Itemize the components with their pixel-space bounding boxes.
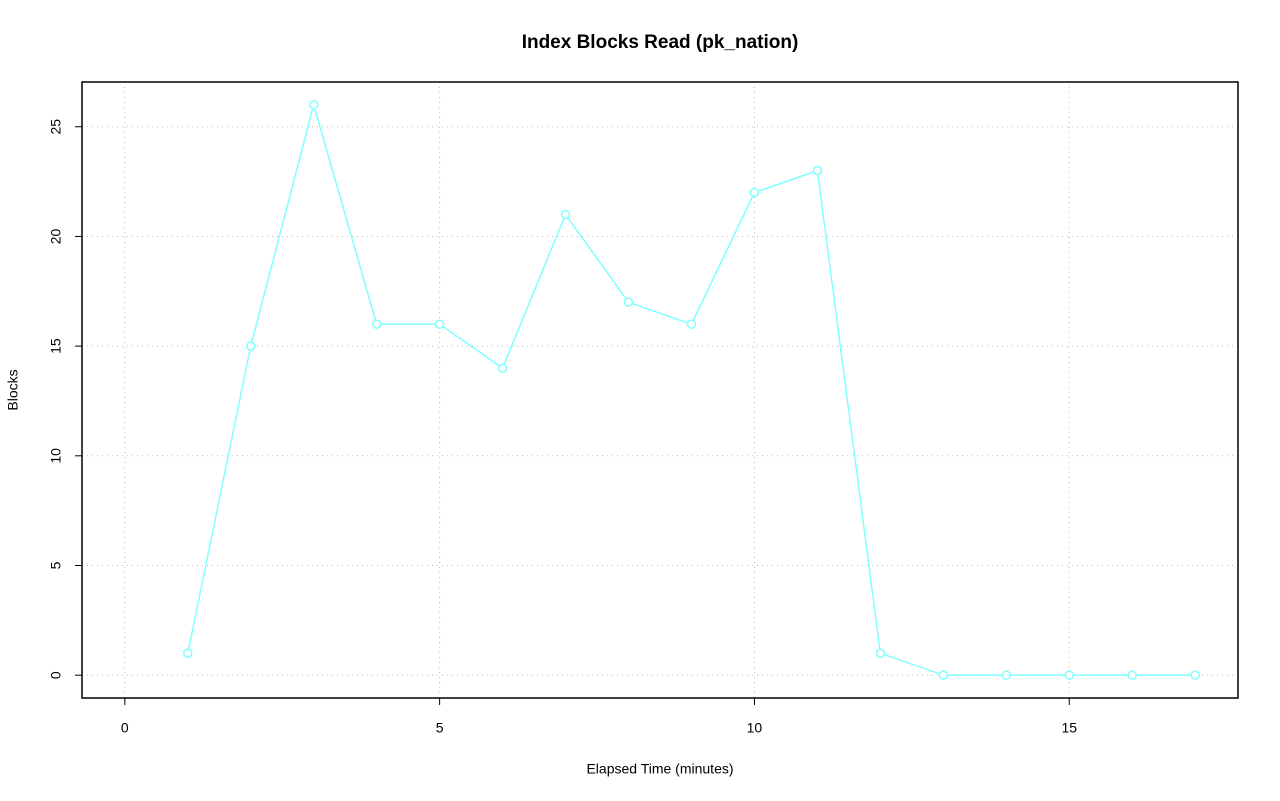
data-point: [560, 209, 571, 220]
data-point: [308, 100, 319, 110]
data-point: [371, 319, 382, 329]
y-tick-label: 5: [48, 561, 64, 569]
x-tick-label: 5: [436, 720, 444, 736]
x-tick-label: 10: [747, 720, 763, 736]
data-point: [497, 363, 508, 373]
data-point: [749, 187, 760, 198]
plot-frame: [81, 81, 1239, 699]
data-point: [245, 341, 256, 351]
series-line: [187, 101, 1196, 676]
data-point: [938, 670, 949, 680]
y-tick-label: 10: [48, 448, 64, 464]
x-tick-label: 15: [1061, 720, 1077, 736]
x-tick-label: 0: [121, 720, 129, 736]
data-point: [623, 297, 634, 308]
data-point: [812, 165, 823, 176]
data-point: [875, 648, 886, 658]
data-point: [1064, 670, 1075, 680]
x-axis-label: Elapsed Time (minutes): [586, 761, 733, 777]
y-tick-label: 20: [48, 228, 64, 244]
data-point: [1127, 670, 1137, 680]
data-point: [686, 319, 697, 329]
y-tick-label: 15: [48, 338, 64, 354]
chart-title: Index Blocks Read (pk_nation): [522, 32, 799, 53]
y-axis-label: Blocks: [5, 369, 21, 410]
data-point: [183, 648, 193, 658]
data-point: [1190, 670, 1200, 680]
data-point: [1001, 670, 1012, 680]
y-tick-label: 0: [48, 671, 64, 679]
data-point: [434, 319, 445, 329]
y-tick-label: 25: [48, 119, 64, 135]
